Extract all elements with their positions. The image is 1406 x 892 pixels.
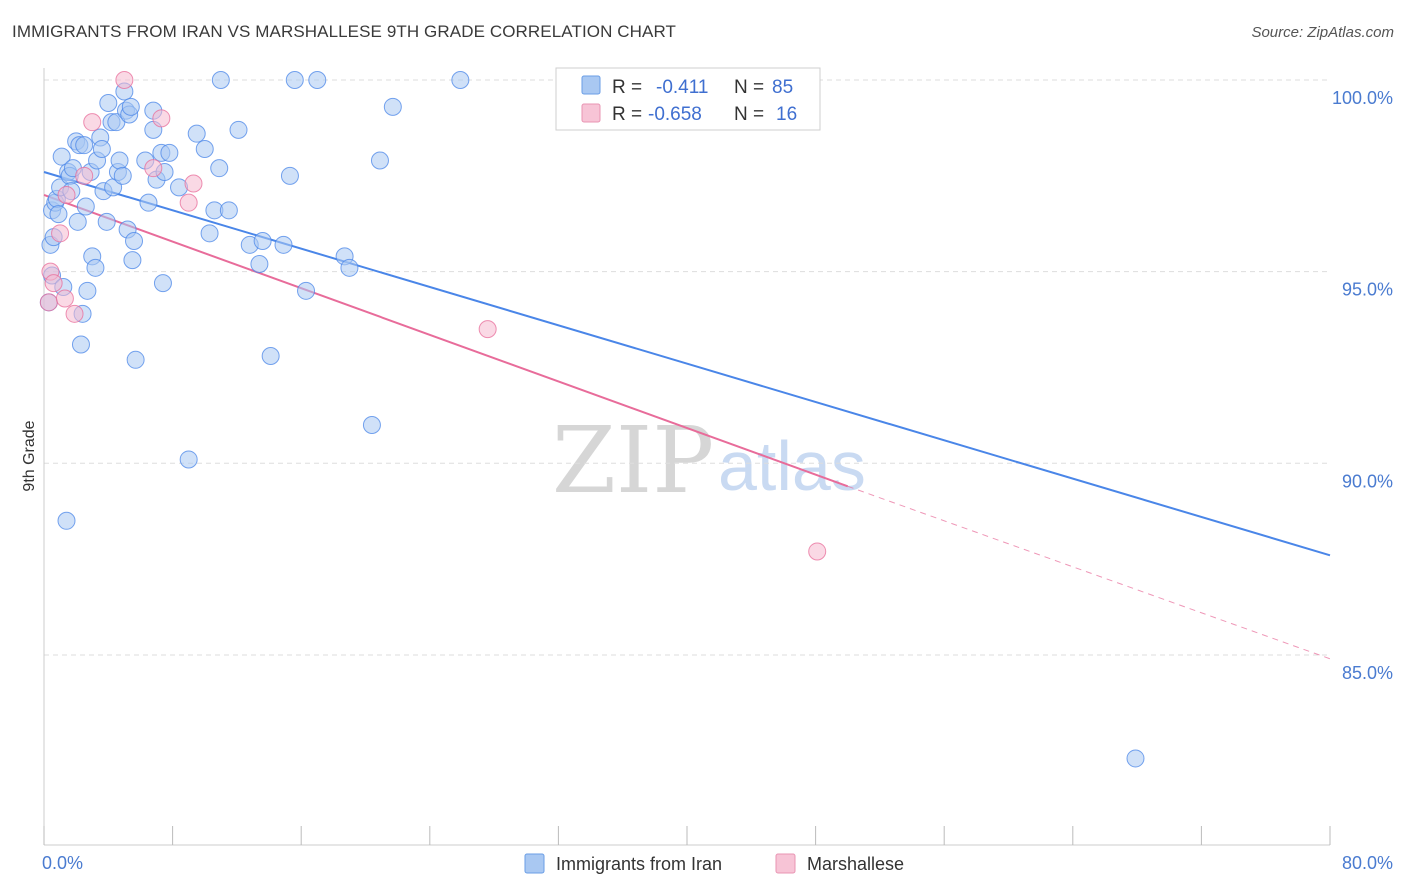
point-series-0-37 bbox=[110, 151, 129, 170]
point-series-0-81 bbox=[1126, 749, 1145, 768]
point-series-0-59 bbox=[200, 224, 219, 243]
point-series-0-23 bbox=[78, 281, 97, 300]
point-series-1-7 bbox=[75, 166, 94, 185]
point-series-1-4 bbox=[55, 289, 74, 308]
point-series-1-13 bbox=[184, 174, 203, 193]
point-series-1-12 bbox=[179, 193, 198, 212]
legend-n-value-marshallese: 16 bbox=[776, 104, 797, 125]
point-series-0-9 bbox=[52, 147, 71, 166]
watermark-zip: ZIP bbox=[552, 407, 714, 514]
point-series-0-64 bbox=[229, 120, 248, 139]
point-series-0-38 bbox=[113, 166, 132, 185]
y-tick-label-85: 85.0% bbox=[1342, 663, 1393, 683]
point-series-1-8 bbox=[83, 113, 102, 132]
point-series-1-3 bbox=[51, 224, 70, 243]
point-series-0-53 bbox=[153, 274, 172, 293]
trend-line-dashed-series-1 bbox=[847, 485, 1331, 660]
point-series-1-15 bbox=[808, 542, 827, 561]
point-series-0-76 bbox=[362, 415, 381, 434]
point-series-0-80 bbox=[179, 450, 198, 469]
legend-r-value-iran: -0.411 bbox=[656, 77, 708, 98]
point-series-0-68 bbox=[261, 346, 280, 365]
point-series-0-79 bbox=[451, 71, 470, 89]
point-series-1-5 bbox=[57, 185, 76, 204]
point-series-0-57 bbox=[187, 124, 206, 143]
legend-box: R = -0.411 N = 85 R = -0.658 N = 16 bbox=[555, 67, 821, 131]
x-tick-label-max: 80.0% bbox=[1342, 853, 1393, 873]
legend-swatch-iran bbox=[581, 75, 601, 95]
y-tick-label-100: 100.0% bbox=[1332, 88, 1393, 108]
point-series-0-26 bbox=[86, 258, 105, 277]
legend-n-label-iran: N = bbox=[734, 77, 764, 98]
point-series-0-19 bbox=[71, 335, 90, 354]
point-series-0-61 bbox=[210, 159, 229, 178]
y-tick-label-95: 95.0% bbox=[1342, 280, 1393, 300]
bottom-legend-swatch-marshallese bbox=[775, 853, 796, 874]
point-series-0-32 bbox=[99, 93, 118, 112]
point-series-0-29 bbox=[92, 139, 111, 158]
bottom-legend-label-marshallese: Marshallese bbox=[807, 854, 904, 874]
trend-line-series-1 bbox=[43, 194, 849, 488]
chart-source: Source: ZipAtlas.com bbox=[1251, 24, 1394, 41]
point-series-0-73 bbox=[308, 71, 327, 89]
point-series-0-31 bbox=[97, 212, 116, 231]
point-series-0-77 bbox=[370, 151, 389, 170]
legend-r-value-marshallese: -0.658 bbox=[648, 104, 702, 125]
y-axis-title: 9th Grade bbox=[21, 420, 38, 491]
point-series-0-55 bbox=[160, 143, 179, 162]
point-series-0-7 bbox=[49, 205, 68, 224]
y-tick-labels: 100.0% 95.0% 90.0% 85.0% bbox=[1332, 88, 1393, 683]
point-series-0-44 bbox=[123, 251, 142, 270]
point-series-0-22 bbox=[76, 197, 95, 216]
point-series-0-17 bbox=[68, 212, 87, 231]
legend-n-value-iran: 85 bbox=[772, 77, 793, 98]
point-series-0-58 bbox=[195, 139, 214, 158]
point-series-1-10 bbox=[144, 159, 163, 178]
point-series-0-72 bbox=[297, 281, 316, 300]
point-series-0-21 bbox=[75, 136, 94, 155]
point-series-0-67 bbox=[253, 231, 272, 250]
point-series-0-46 bbox=[126, 350, 145, 369]
bottom-legend-label-iran: Immigrants from Iran bbox=[556, 854, 722, 874]
x-tick-label-min: 0.0% bbox=[42, 853, 83, 873]
legend-r-label-marshallese: R = bbox=[612, 104, 642, 125]
x-ticks bbox=[43, 826, 1331, 845]
point-series-0-69 bbox=[274, 235, 293, 254]
point-series-0-43 bbox=[121, 97, 140, 116]
point-series-1-6 bbox=[65, 304, 84, 323]
point-series-1-0 bbox=[39, 293, 58, 312]
point-series-0-75 bbox=[340, 258, 359, 277]
point-series-0-78 bbox=[383, 97, 402, 116]
legend-r-label-iran: R = bbox=[612, 77, 642, 98]
grid-lines bbox=[44, 79, 1330, 656]
point-series-0-11 bbox=[57, 511, 76, 530]
point-series-0-48 bbox=[139, 193, 158, 212]
point-series-0-63 bbox=[219, 201, 238, 220]
bottom-legend-swatch-iran bbox=[524, 853, 545, 874]
point-series-0-45 bbox=[125, 231, 144, 250]
legend-n-label-marshallese: N = bbox=[734, 104, 764, 125]
point-series-0-62 bbox=[211, 71, 230, 89]
point-series-1-9 bbox=[115, 71, 134, 89]
point-series-0-70 bbox=[280, 166, 299, 185]
point-series-1-2 bbox=[44, 274, 63, 293]
y-tick-label-90: 90.0% bbox=[1342, 471, 1393, 491]
point-series-1-11 bbox=[152, 109, 171, 128]
point-series-0-66 bbox=[250, 254, 269, 273]
point-series-0-71 bbox=[285, 71, 304, 89]
scatter-points bbox=[39, 71, 1145, 768]
chart-title: IMMIGRANTS FROM IRAN VS MARSHALLESE 9TH … bbox=[12, 22, 677, 41]
legend-swatch-marshallese bbox=[581, 103, 601, 123]
bottom-legend: Immigrants from Iran Marshallese bbox=[524, 853, 904, 874]
point-series-1-14 bbox=[478, 320, 497, 339]
